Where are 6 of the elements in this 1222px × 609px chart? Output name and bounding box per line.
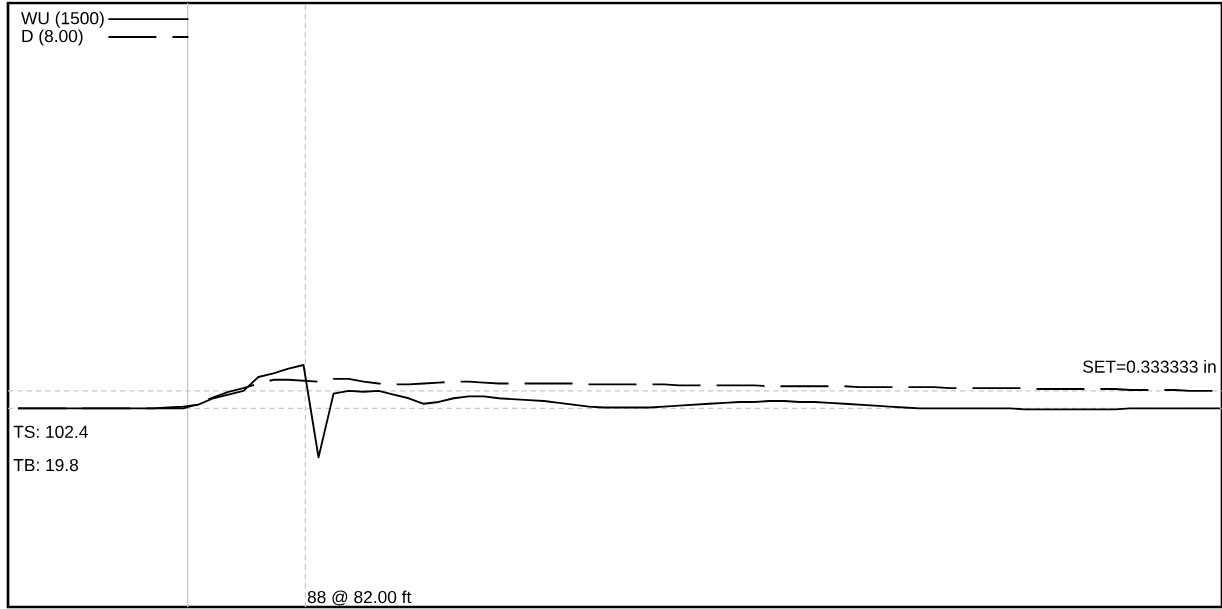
legend-label: D (8.00) xyxy=(22,29,83,46)
legend-label: WU (1500) xyxy=(21,11,104,28)
annotation: SET=0.333333 in xyxy=(1083,360,1216,373)
text: TB: 19.8 xyxy=(13,458,79,472)
annotation: TS: 102.4 xyxy=(13,425,88,438)
text: 88 @ 82.00 ft xyxy=(307,590,412,606)
